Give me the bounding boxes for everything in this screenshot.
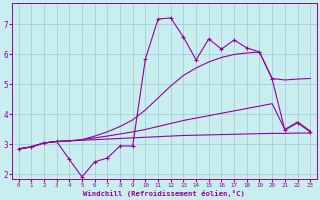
X-axis label: Windchill (Refroidissement éolien,°C): Windchill (Refroidissement éolien,°C) [84, 190, 245, 197]
